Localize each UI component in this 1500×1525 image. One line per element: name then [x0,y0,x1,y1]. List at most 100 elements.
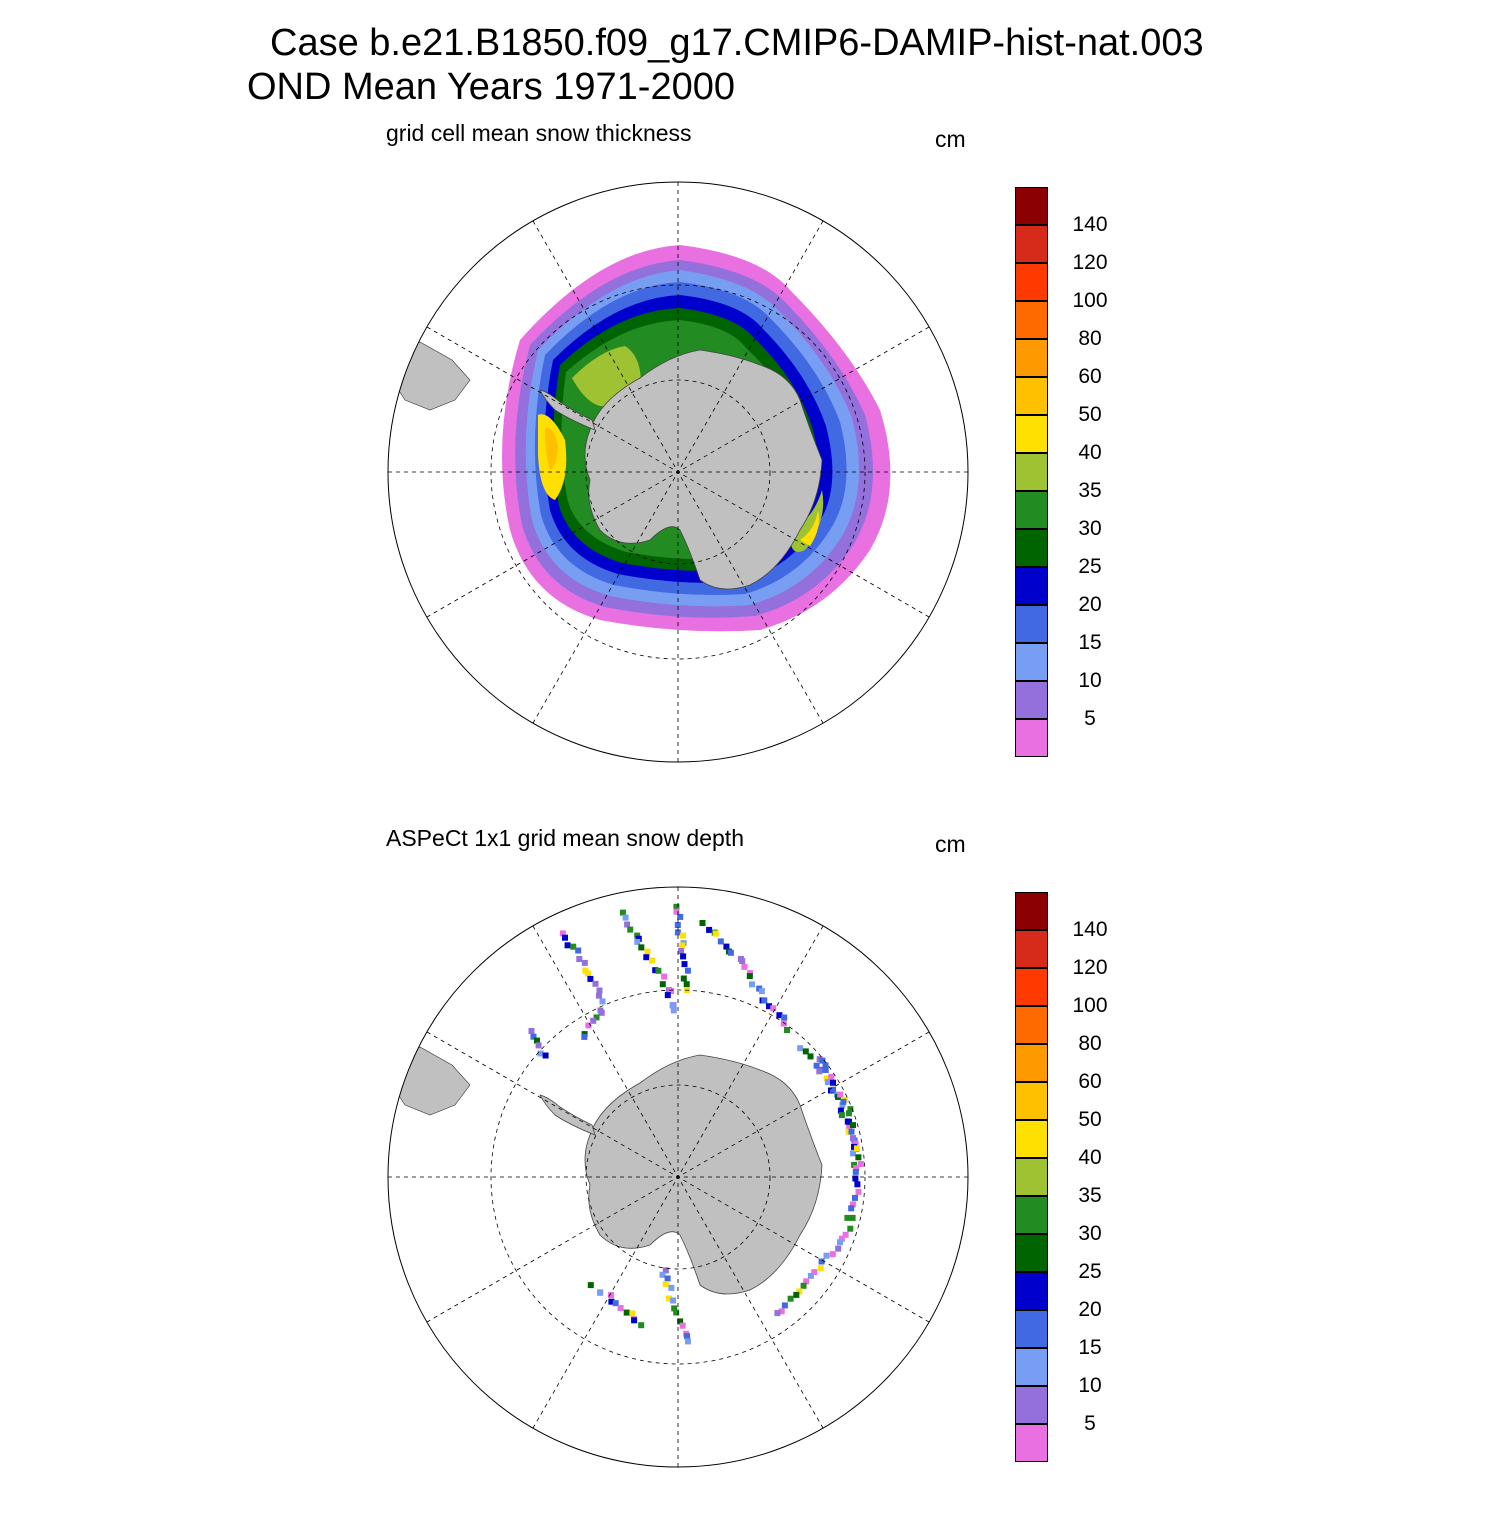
observation-cell [673,1309,680,1316]
observation-cell [842,1231,849,1238]
south-america-land [389,1046,471,1116]
observation-cell [674,929,681,936]
observation-cell [852,1194,858,1201]
observation-cell [564,942,571,949]
observation-cell [850,1135,856,1142]
observation-cell [796,1288,803,1295]
observation-cell [644,948,651,955]
observation-cell [584,970,591,977]
colorbar-swatch [1015,1006,1048,1044]
observation-cell [852,1168,859,1175]
antarctic-peninsula-land [539,1094,596,1136]
colorbar-label: 50 [1078,403,1102,426]
observation-cell [822,1067,829,1073]
colorbar-swatch [1015,605,1048,643]
observation-cell [576,956,583,962]
colorbar: 140 120 100 80 60 50 40 35 30 25 20 15 10 5 [1015,187,1135,757]
observation-cell [747,970,754,977]
colorbar-label: 140 [1072,213,1108,236]
observation-cell [850,1150,856,1157]
colorbar-swatch [1015,491,1048,529]
observation-cell [761,997,768,1004]
colorbar-label: 140 [1072,918,1108,941]
colorbar-label: 15 [1078,1336,1102,1359]
colorbar-swatch [1015,225,1048,263]
colorbar-label: 100 [1072,289,1108,312]
observation-cell [739,958,746,964]
observation-cell [674,922,681,928]
observation-cell [670,1007,677,1014]
ice-band-orange-peninsula [545,427,558,470]
antarctica-land [584,349,823,590]
observation-cell [679,1322,686,1329]
colorbar-label: 80 [1078,327,1102,350]
observation-cell [585,1022,592,1029]
observation-cell [652,967,659,974]
observation-cell [847,1106,854,1113]
colorbar-label: 20 [1078,1298,1102,1321]
observation-cell [835,1245,842,1252]
colorbar-label: 30 [1078,517,1102,540]
observation-cell [793,1291,800,1298]
observation-cell [655,967,662,974]
colorbar-label: 15 [1078,631,1102,654]
ship-observation-tracks [528,903,864,1345]
observation-cell [679,942,686,949]
observation-cell [854,1145,860,1152]
observation-cell [846,1123,853,1130]
ice-band-yellow-east [800,510,819,546]
observation-cell [664,1275,671,1282]
observation-cell [699,920,706,926]
colorbar-swatch [1015,1348,1048,1386]
observation-cell [818,1258,825,1265]
observation-cell [596,987,603,994]
polar-map [387,181,969,763]
observation-cell [635,935,642,942]
observation-cell [631,1317,638,1324]
colorbar-label: 35 [1078,1184,1102,1207]
observation-cell [811,1269,818,1276]
observation-cell [677,913,684,920]
colorbar-label: 25 [1078,1260,1102,1283]
figure-title-line1: Case b.e21.B1850.f09_g17.CMIP6-DAMIP-his… [270,22,1204,64]
observation-cell [666,1295,672,1302]
observation-cell [822,1062,829,1069]
observation-cell [807,1053,814,1060]
observation-cell [680,932,686,939]
observation-cell [677,1318,684,1325]
observation-cell [684,967,691,974]
observation-cell [617,1305,624,1311]
observation-cell [723,943,730,950]
observation-cell [844,1214,851,1221]
observation-cell [562,934,568,941]
observation-cell [849,1201,856,1208]
observation-cell [770,1005,777,1012]
observation-cell [854,1181,861,1188]
colorbar-swatch [1015,339,1048,377]
observation-cell [823,1252,830,1259]
observation-cell [781,1014,788,1021]
observation-cell [542,1052,549,1059]
colorbar: 140 120 100 80 60 50 40 35 30 25 20 15 10 5 [1015,892,1135,1462]
colorbar-swatch [1015,930,1048,968]
panel-title: grid cell mean snow thickness [386,120,692,146]
observation-cell [797,1045,804,1052]
colorbar-swatch [1015,1158,1048,1196]
graticule [387,886,969,1468]
observation-cell [638,944,645,951]
observation-cell [668,1284,675,1291]
observation-cell [596,992,602,999]
figure-title-line2: OND Mean Years 1971-2000 [247,66,735,108]
colorbar-label: 50 [1078,1108,1102,1131]
observation-cell [535,1042,542,1049]
observation-cell [659,981,666,988]
observation-cell [813,1062,820,1069]
observation-cell [837,1107,844,1114]
observation-cell [587,975,594,982]
colorbar-swatch [1015,263,1048,301]
colorbar-swatch [1015,681,1048,719]
observation-cell [659,1271,666,1278]
observation-cell [848,1205,855,1212]
observation-cell [706,926,713,933]
colorbar-label: 25 [1078,555,1102,578]
